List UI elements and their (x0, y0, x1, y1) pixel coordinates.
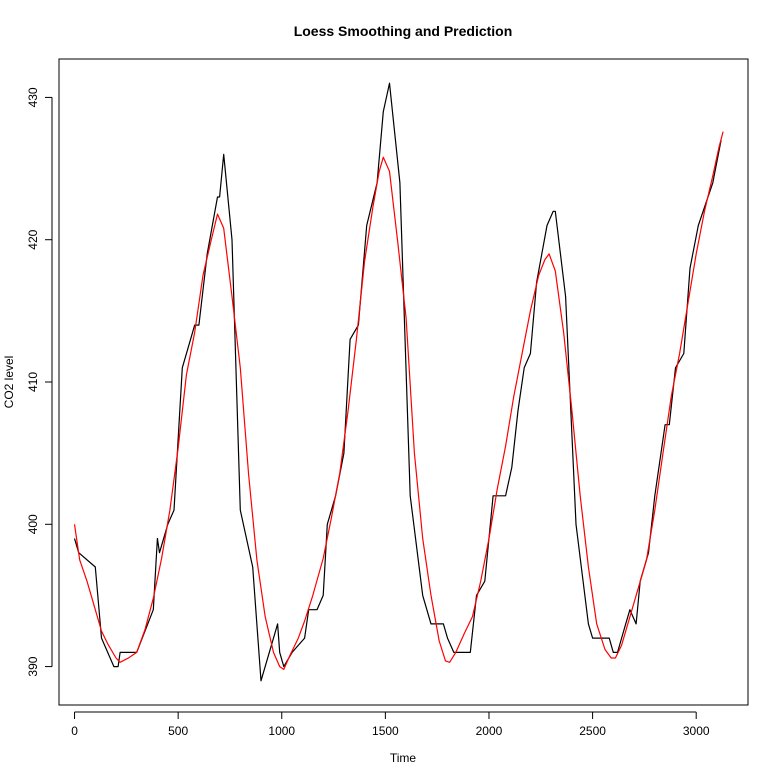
y-tick-label: 410 (26, 372, 40, 392)
y-axis: 390 400 410 420 430 (26, 87, 53, 677)
y-axis-label: CO2 level (2, 356, 16, 409)
y-tick-label: 420 (26, 229, 40, 249)
x-axis: 0 500 1000 1500 2000 2500 3000 (71, 711, 710, 738)
y-tick-label: 400 (26, 514, 40, 534)
plot-frame (58, 58, 749, 706)
x-tick-label: 2500 (579, 724, 606, 738)
x-tick-label: 2000 (476, 724, 503, 738)
series-layer (73, 82, 724, 682)
x-tick-label: 500 (168, 724, 188, 738)
x-axis-label: Time (390, 751, 417, 765)
chart-title: Loess Smoothing and Prediction (294, 23, 513, 39)
y-tick-label: 390 (26, 656, 40, 676)
y-tick-label: 430 (26, 87, 40, 107)
observed-series-line (73, 82, 722, 682)
loess-fit-line (73, 131, 724, 671)
x-tick-label: 1000 (268, 724, 295, 738)
x-tick-label: 0 (71, 724, 78, 738)
x-tick-label: 3000 (683, 724, 710, 738)
x-tick-label: 1500 (372, 724, 399, 738)
